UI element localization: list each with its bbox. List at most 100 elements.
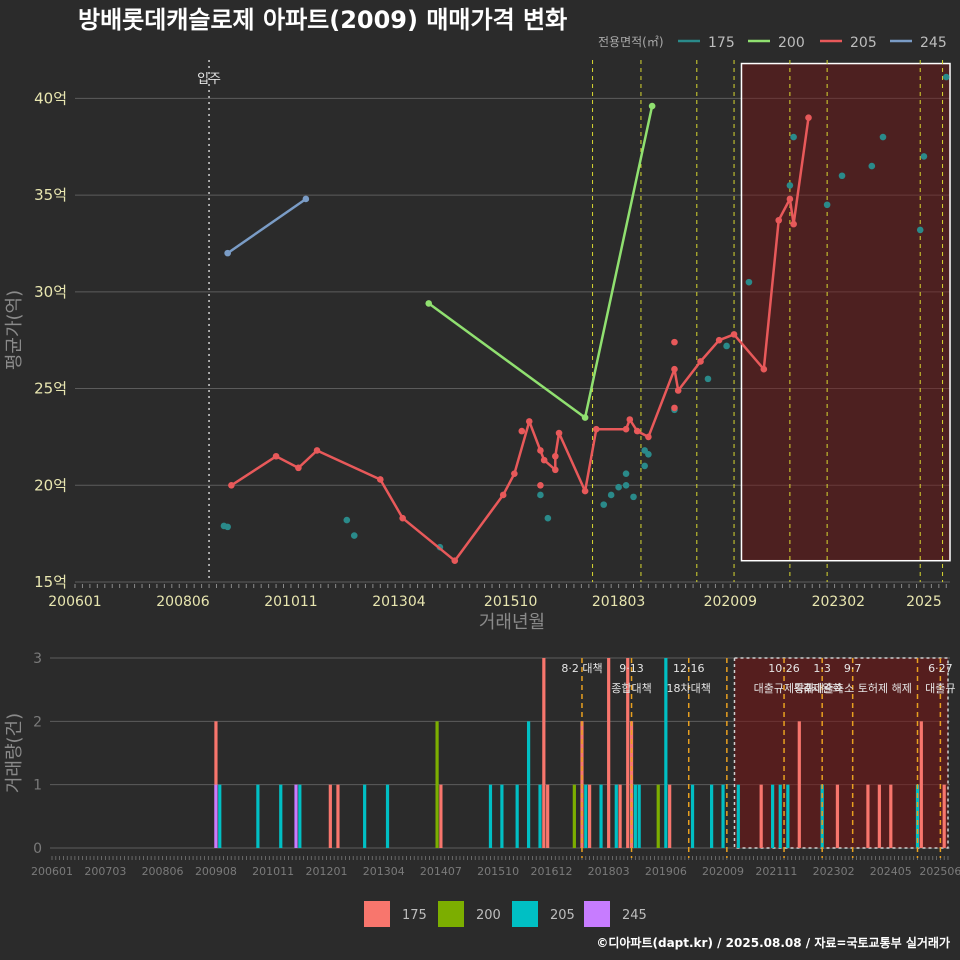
data-point-205 (715, 336, 723, 344)
volume-bar-200 (572, 784, 576, 848)
volume-bar-175 (588, 784, 592, 848)
volume-bar-205 (584, 784, 588, 848)
volume-x-tick-label: 201201 (306, 865, 348, 878)
volume-bar-175 (835, 784, 840, 848)
x-tick-label: 201304 (372, 594, 426, 610)
volume-bar-175 (618, 784, 622, 848)
data-point-175 (786, 182, 794, 189)
chart-title: 방배롯데캐슬로제 아파트(2009) 매매가격 변화 (78, 6, 567, 34)
data-point-205 (645, 433, 652, 441)
volume-legend-swatch-200 (438, 901, 464, 927)
volume-x-tick-label: 200806 (142, 865, 184, 878)
data-point-175 (600, 501, 608, 508)
volume-bar-205 (633, 784, 637, 848)
volume-bar-175 (336, 784, 340, 848)
volume-x-tick-label: 202506 (919, 865, 960, 878)
data-point-175 (838, 172, 846, 180)
data-point-205 (805, 114, 812, 122)
data-point-205 (552, 466, 559, 474)
source-caption: ©디아파트(dapt.kr) / 2025.08.08 / 자료=국토교통부 실… (596, 935, 950, 950)
volume-bar-205 (664, 658, 668, 848)
data-point-205 (399, 514, 406, 522)
legends: 전용면적(㎡) 175 200 205 245 175 200 205 245 (364, 35, 947, 927)
x-tick-label: 201011 (264, 594, 317, 610)
policy-label-date: 9·7 (844, 662, 862, 675)
volume-x-tick-label: 201510 (477, 865, 519, 878)
data-point-175 (350, 532, 358, 539)
policy-label-date: 12·16 (673, 662, 705, 675)
policy-label-date: 8·2 대책 (561, 662, 602, 675)
data-point-205 (499, 491, 507, 499)
data-point-175 (224, 523, 231, 531)
data-point-205 (525, 418, 533, 425)
volume-x-tick-label: 201407 (420, 865, 462, 878)
volume-bar-205 (771, 784, 775, 848)
y-tick-label: 40억 (34, 89, 67, 107)
volume-bar-175 (626, 658, 630, 848)
legend-label-205: 205 (850, 35, 877, 51)
policy-label-name: 18차대책 (667, 682, 711, 695)
data-point-205 (622, 425, 630, 433)
data-point-205 (537, 447, 544, 454)
volume-y-tick-label: 0 (33, 841, 42, 857)
data-point-245 (224, 249, 231, 257)
data-point-205 (377, 476, 384, 483)
volume-bar-205 (915, 784, 920, 848)
data-point-205 (730, 331, 738, 338)
legend-label-175: 175 (708, 35, 735, 51)
policy-label-name: 특례대출축소 토허제 해제 (794, 681, 912, 695)
volume-x-tick-label: 200703 (84, 865, 126, 878)
volume-bar-175 (546, 784, 550, 848)
legend-label-200: 200 (778, 35, 805, 51)
volume-x-tick-label: 201011 (252, 865, 294, 878)
data-point-200 (425, 300, 433, 307)
volume-bar-175 (877, 784, 881, 848)
data-point-205 (451, 557, 459, 565)
volume-bar-175 (214, 721, 218, 848)
data-point-175 (615, 483, 622, 491)
volume-bar-205 (538, 784, 542, 848)
move-in-label: 입주 (197, 72, 221, 87)
volume-bar-200 (435, 721, 439, 848)
data-point-175 (544, 514, 552, 522)
data-point-175 (745, 278, 753, 286)
data-point-200 (581, 414, 589, 421)
volume-bar-175 (919, 721, 923, 848)
legend-title: 전용면적(㎡) (598, 35, 664, 49)
data-point-205 (775, 216, 783, 224)
volume-x-tick-label: 202405 (870, 865, 912, 878)
volume-bar-205 (820, 784, 824, 848)
volume-legend-swatch-175 (364, 901, 390, 927)
policy-label-date: 1·3 (813, 662, 831, 675)
data-point-175 (622, 481, 630, 489)
volume-legend-label-245: 245 (622, 908, 647, 923)
volume-bar-205 (515, 784, 519, 848)
volume-x-tick-label: 202009 (702, 865, 744, 878)
data-point-205 (552, 452, 559, 460)
data-point-175 (823, 201, 831, 209)
series-205 (228, 114, 812, 565)
volume-x-tick-label: 201304 (363, 865, 405, 878)
volume-bar-175 (759, 784, 763, 848)
volume-bar-205 (690, 784, 695, 848)
volume-panel: 0 1 2 3 200601 200703 200806 200908 201011 201201… (31, 651, 960, 878)
highlight-box (740, 62, 951, 562)
volume-bar-205 (599, 784, 603, 848)
volume-legend-label-205: 205 (550, 908, 575, 923)
volume-legend-swatch-245 (584, 901, 610, 927)
y-tick-label: 30억 (34, 283, 67, 301)
x-tick-label: 200601 (48, 594, 101, 610)
volume-legend-label-175: 175 (402, 908, 427, 923)
policy-label-date: 6·27 (928, 662, 953, 675)
data-point-175 (537, 491, 544, 499)
data-point-205 (674, 387, 682, 394)
data-point-205 (581, 487, 589, 495)
data-point-175 (607, 491, 615, 499)
volume-x-tick-label: 200908 (195, 865, 237, 878)
data-point-205 (790, 220, 797, 228)
data-point-175 (723, 342, 730, 350)
volume-bar-205 (488, 784, 493, 848)
volume-bar-205 (218, 784, 222, 848)
policy-label-name: 규제완화 (802, 682, 842, 695)
